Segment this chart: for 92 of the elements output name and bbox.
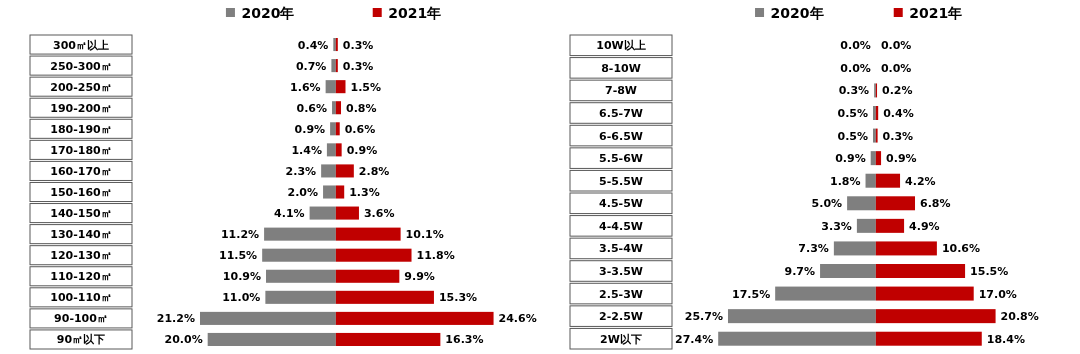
data-label: 0.7% (295, 59, 327, 73)
data-label: 0.0% (840, 61, 871, 75)
data-label: 15.5% (970, 265, 1009, 278)
data-label: 4.9% (909, 219, 940, 233)
y-tick-label: 250-300㎡ (50, 59, 112, 73)
data-label: 0.3% (342, 59, 374, 73)
data-label: 10.1% (405, 228, 444, 242)
y-tick-label: 2-2.5W (599, 310, 643, 324)
y-tick-label: 160-170㎡ (50, 164, 112, 178)
y-tick-label: 130-140㎡ (50, 228, 112, 242)
data-label: 3.6% (363, 207, 395, 221)
data-label: 24.6% (498, 312, 537, 326)
data-label: 1.4% (291, 143, 322, 157)
data-label: 0.0% (880, 61, 912, 75)
data-label: 0.0% (840, 39, 871, 53)
data-label: 16.3% (445, 333, 484, 347)
data-label: 1.5% (350, 80, 382, 94)
y-tick-label: 170-180㎡ (50, 143, 112, 157)
data-label: 0.9% (294, 122, 326, 136)
data-label: 5.0% (811, 197, 843, 211)
y-tick-label: 7-8W (604, 84, 638, 98)
y-tick-label: 300㎡以上 (53, 38, 109, 52)
legend-label: 2020年 (770, 5, 824, 21)
data-label: 20.0% (164, 333, 203, 347)
data-label: 10.6% (941, 242, 981, 256)
data-label: 0.9% (886, 152, 917, 166)
y-tick-label: 110-120㎡ (50, 270, 112, 284)
y-tick-label: 190-200㎡ (50, 101, 112, 115)
data-label: 4.1% (274, 207, 305, 221)
data-label: 0.9% (835, 152, 866, 166)
y-tick-label: 8-10W (601, 61, 641, 75)
data-label: 9.9% (404, 270, 435, 284)
data-label: 17.5% (732, 287, 771, 301)
data-label: 11.2% (220, 228, 260, 242)
data-label: 0.4% (297, 38, 329, 52)
y-tick-label: 100-110㎡ (50, 291, 112, 305)
data-label: 1.6% (290, 80, 321, 94)
y-tick-label: 90㎡以下 (56, 333, 106, 347)
y-tick-label: 6-6.5W (599, 129, 643, 143)
y-tick-label: 10W以上 (596, 39, 646, 53)
data-label: 1.3% (349, 186, 380, 199)
data-label: 11.8% (416, 249, 455, 263)
data-label: 18.4% (986, 332, 1025, 346)
y-tick-label: 3.5-4W (599, 242, 643, 256)
y-tick-label: 4-4.5W (599, 219, 643, 233)
data-label: 0.8% (346, 101, 377, 115)
data-label: 11.0% (222, 291, 261, 305)
data-label: 3.3% (821, 219, 852, 233)
data-label: 7.3% (798, 242, 829, 256)
data-label: 20.8% (1000, 310, 1039, 324)
data-label: 27.4% (675, 332, 714, 346)
y-tick-label: 2W以下 (600, 332, 642, 346)
y-tick-label: 90-100㎡ (54, 312, 108, 326)
data-label: 9.7% (784, 265, 816, 278)
data-label: 0.3% (342, 38, 374, 52)
data-label: 0.0% (880, 39, 912, 53)
y-tick-label: 5-5.5W (599, 174, 643, 188)
y-tick-label: 3-3.5W (599, 265, 643, 278)
data-label: 0.3% (838, 84, 870, 98)
data-label: 0.5% (837, 107, 868, 120)
legend-label: 2021年 (909, 5, 963, 21)
y-tick-label: 180-190㎡ (50, 122, 112, 136)
data-label: 25.7% (684, 310, 723, 324)
bar (331, 59, 336, 73)
data-label: 2.8% (358, 164, 390, 178)
data-label: 0.6% (296, 101, 328, 115)
data-label: 11.5% (219, 249, 258, 263)
data-label: 1.8% (830, 174, 861, 188)
legend-label: 2021年 (388, 5, 442, 21)
data-label: 0.4% (883, 107, 914, 120)
y-tick-label: 200-250㎡ (50, 80, 112, 94)
data-label: 4.2% (905, 174, 936, 188)
data-label: 2.3% (285, 164, 317, 178)
y-tick-label: 120-130㎡ (50, 249, 112, 263)
data-label: 2.0% (287, 186, 319, 199)
data-label: 0.3% (882, 129, 914, 143)
y-tick-label: 150-160㎡ (50, 186, 112, 199)
data-label: 15.3% (438, 291, 478, 305)
y-tick-label: 5.5-6W (599, 152, 643, 166)
data-label: 0.9% (346, 143, 378, 157)
data-label: 0.5% (837, 129, 868, 143)
data-label: 0.2% (882, 84, 913, 98)
legend-label: 2020年 (241, 5, 295, 21)
data-label: 10.9% (222, 270, 262, 284)
y-tick-label: 4.5-5W (599, 197, 643, 211)
y-tick-label: 140-150㎡ (50, 207, 112, 221)
y-tick-label: 6.5-7W (599, 107, 643, 120)
y-tick-label: 2.5-3W (599, 287, 643, 301)
data-label: 21.2% (156, 312, 195, 326)
data-label: 17.0% (978, 287, 1017, 301)
data-label: 0.6% (344, 122, 376, 136)
data-label: 6.8% (920, 197, 951, 211)
